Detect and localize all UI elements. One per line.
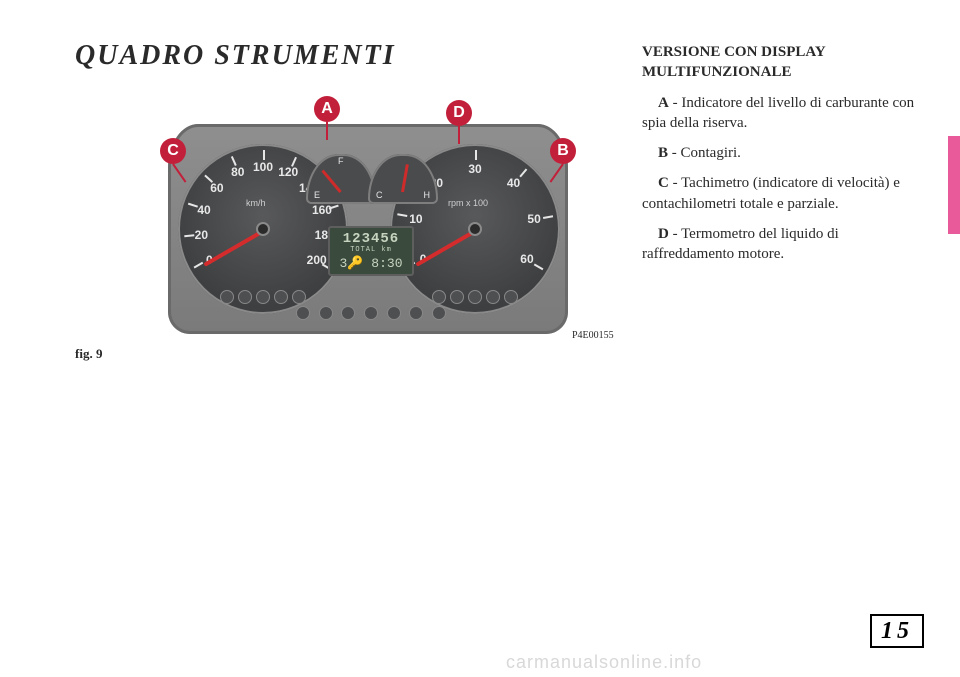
tacho-hub	[468, 222, 482, 236]
dial-number: 60	[512, 252, 542, 266]
clock-value: 3🔑 8:30	[330, 257, 412, 271]
dial-number: 60	[202, 181, 232, 195]
page-number: 15	[870, 614, 924, 648]
item-a-lead: A	[658, 95, 669, 111]
fuel-gauge: E F	[306, 154, 376, 204]
item-a: A - Indicatore del livello di carburante…	[642, 93, 922, 134]
subtitle: VERSIONE CON DISPLAY MULTIFUNZIONALE	[642, 42, 922, 83]
item-a-text: - Indicatore del livello di carburante c…	[642, 95, 914, 131]
callout-marker-c: C	[160, 138, 186, 164]
speedo-unit: km/h	[246, 198, 266, 208]
temp-hot-label: H	[424, 190, 431, 200]
dial-number: 10	[401, 212, 431, 226]
instrument-cluster-figure: A B C D 020406080100120140160180200 km/h…	[166, 98, 570, 340]
temp-needle	[401, 164, 409, 192]
speedo-hub	[256, 222, 270, 236]
item-b: B - Contagiri.	[642, 143, 922, 163]
item-d: D - Termometro del liquido di raffreddam…	[642, 224, 922, 265]
watermark: carmanualsonline.info	[506, 652, 702, 673]
dial-number: 120	[273, 165, 303, 179]
center-warning-icons	[296, 306, 446, 320]
item-c: C - Tachimetro (indicatore di velocità) …	[642, 173, 922, 214]
item-d-lead: D	[658, 226, 669, 242]
odometer-value: 123456	[330, 232, 412, 247]
dial-number: 30	[460, 162, 490, 176]
tacho-needle	[415, 228, 478, 266]
temp-cold-label: C	[376, 190, 383, 200]
callout-marker-a: A	[314, 96, 340, 122]
item-c-text: - Tachimetro (indicatore di velocità) e …	[642, 175, 900, 211]
item-b-text: - Contagiri.	[668, 145, 741, 161]
tacho-unit: rpm x 100	[448, 198, 488, 208]
item-d-text: - Termometro del liquido di raffreddamen…	[642, 226, 839, 262]
description-column: VERSIONE CON DISPLAY MULTIFUNZIONALE A -…	[642, 42, 922, 274]
document-page: QUADRO STRUMENTI A B C D 020406080100120…	[0, 0, 960, 677]
callout-marker-b: B	[550, 138, 576, 164]
item-c-lead: C	[658, 175, 669, 191]
callout-marker-d: D	[446, 100, 472, 126]
speedo-warning-icons	[220, 290, 306, 304]
item-b-lead: B	[658, 145, 668, 161]
dial-number: 40	[499, 176, 529, 190]
dashboard-panel: 020406080100120140160180200 km/h 0102030…	[168, 124, 568, 334]
dial-number: 160	[307, 203, 337, 217]
tacho-warning-icons	[432, 290, 518, 304]
lcd-display: 123456 TOTAL km 3🔑 8:30	[328, 226, 414, 276]
fuel-needle	[321, 170, 341, 193]
figure-code: P4E00155	[572, 330, 614, 341]
figure-label: fig. 9	[75, 346, 102, 362]
section-heading: QUADRO STRUMENTI	[75, 40, 396, 72]
odometer-sublabel: TOTAL km	[330, 247, 412, 255]
fuel-empty-label: E	[314, 190, 320, 200]
section-tab	[948, 136, 960, 234]
fuel-full-label: F	[338, 156, 344, 166]
